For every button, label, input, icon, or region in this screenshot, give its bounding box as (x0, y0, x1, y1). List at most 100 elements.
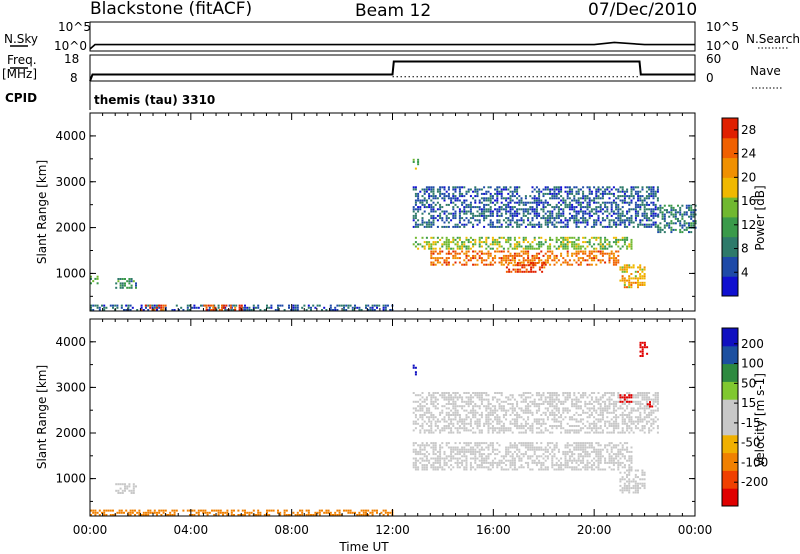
data-cell (553, 468, 556, 471)
data-cell (212, 309, 215, 311)
data-cell (412, 225, 415, 228)
data-cell (223, 306, 226, 309)
data-cell (478, 425, 481, 427)
data-cell (250, 511, 253, 514)
data-cell (608, 461, 611, 464)
data-cell (619, 279, 622, 282)
data-cell (577, 459, 580, 462)
data-cell (597, 201, 600, 204)
data-cell (573, 195, 576, 198)
data-cell (521, 270, 524, 273)
data-cell (612, 446, 615, 449)
data-cell (615, 250, 618, 253)
data-cell (155, 306, 158, 309)
data-cell (593, 247, 596, 250)
data-cell (432, 217, 435, 220)
data-cell (657, 206, 660, 209)
data-cell (645, 405, 648, 408)
data-cell (123, 309, 125, 311)
data-cell (343, 509, 345, 512)
data-cell (588, 238, 591, 241)
data-cell (619, 217, 622, 220)
data-cell (461, 186, 464, 189)
data-cell (430, 400, 433, 403)
data-cell (549, 453, 552, 456)
data-cell (500, 188, 503, 191)
data-cell (619, 478, 622, 481)
data-cell (610, 459, 613, 462)
data-cell (534, 262, 537, 264)
data-cell (575, 238, 578, 241)
data-cell (156, 304, 158, 307)
data-cell (566, 245, 569, 248)
data-cell (628, 210, 631, 213)
data-cell (469, 409, 472, 412)
data-cell (522, 201, 525, 204)
data-cell (568, 208, 571, 211)
data-cell (478, 431, 481, 434)
data-cell (560, 203, 563, 206)
data-cell (109, 304, 112, 307)
data-cell (571, 403, 574, 405)
data-cell (522, 425, 525, 427)
data-cell (590, 422, 593, 425)
data-cell (461, 195, 464, 198)
data-cell (469, 206, 472, 209)
data-cell (650, 398, 653, 401)
data-cell (443, 210, 446, 213)
data-cell (674, 228, 677, 231)
data-cell (650, 214, 653, 217)
data-cell (458, 416, 461, 419)
data-cell (555, 405, 558, 408)
data-cell (240, 304, 243, 307)
data-cell (601, 411, 604, 414)
data-cell (456, 398, 459, 401)
data-cell (483, 442, 486, 445)
data-cell (191, 514, 194, 516)
data-cell (588, 444, 591, 447)
data-cell (414, 241, 417, 244)
data-cell (432, 243, 435, 246)
data-cell (246, 309, 249, 311)
data-cell (480, 250, 483, 253)
data-cell (529, 457, 532, 460)
colorbar-swatch (722, 434, 738, 454)
data-cell (135, 282, 137, 285)
data-cell (652, 221, 655, 224)
data-cell (606, 398, 609, 401)
data-cell (621, 201, 624, 204)
data-cell (527, 392, 530, 394)
data-cell (454, 195, 457, 198)
data-cell (467, 241, 470, 244)
data-cell (542, 214, 545, 217)
data-cell (564, 243, 567, 246)
data-cell (476, 420, 479, 423)
data-cell (467, 238, 470, 241)
data-cell (637, 396, 640, 399)
data-cell (522, 453, 525, 456)
data-cell (513, 407, 516, 410)
data-cell (496, 420, 499, 423)
data-cell (639, 407, 642, 410)
data-cell (456, 197, 459, 200)
data-cell (656, 431, 659, 434)
data-cell (670, 204, 673, 207)
data-cell (358, 511, 361, 514)
data-cell (573, 453, 576, 456)
data-cell (474, 206, 477, 209)
data-cell (244, 304, 246, 307)
data-cell (577, 405, 580, 408)
data-cell (509, 450, 512, 453)
data-cell (670, 228, 673, 231)
data-cell (649, 401, 651, 404)
data-cell (478, 208, 481, 211)
data-cell (619, 471, 622, 474)
data-cell (145, 514, 147, 516)
data-cell (630, 480, 633, 483)
data-cell (694, 204, 697, 207)
data-cell (608, 223, 611, 226)
data-cell (454, 418, 457, 421)
data-cell (535, 411, 538, 414)
data-cell (445, 425, 448, 427)
data-cell (480, 464, 483, 467)
